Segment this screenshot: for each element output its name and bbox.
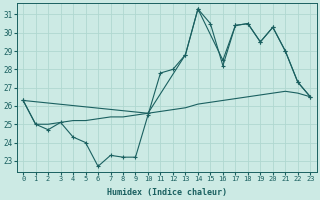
X-axis label: Humidex (Indice chaleur): Humidex (Indice chaleur): [107, 188, 227, 197]
